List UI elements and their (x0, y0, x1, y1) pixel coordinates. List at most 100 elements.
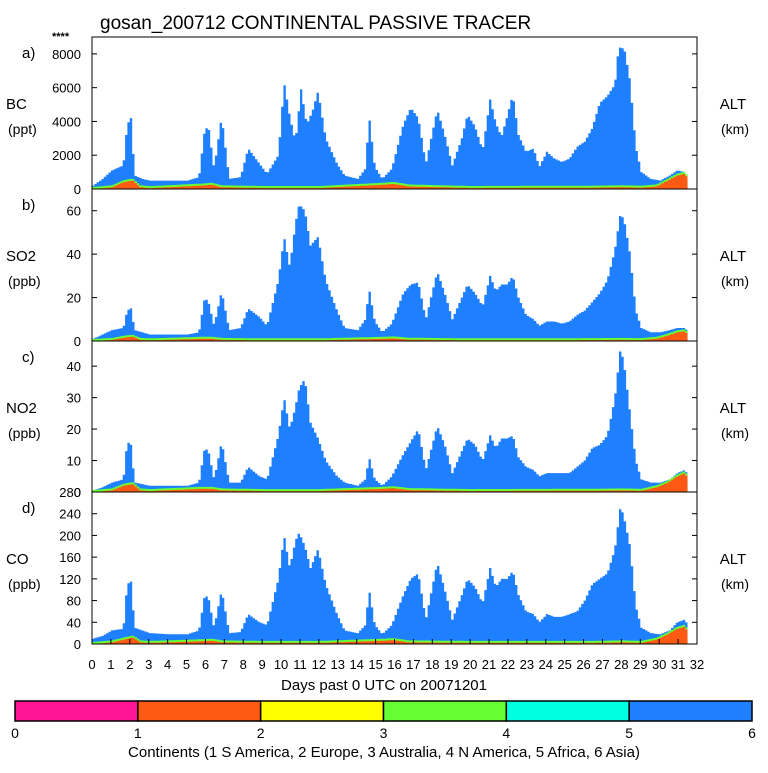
x-tick-label: 30 (652, 657, 666, 672)
y-tick-label: 20 (67, 291, 81, 306)
y-tick-label: 20 (67, 422, 81, 437)
y-tick-label: 4000 (52, 114, 81, 129)
x-tick-label: 25 (557, 657, 571, 672)
unit-label: (ppb) (8, 273, 41, 289)
panel-bc: 0 2000 4000 6000 8000 a) BC (ppt) ALT (km) (6, 36, 749, 197)
y-tick-label: 80 (67, 594, 81, 609)
corner-marks: **** (52, 31, 70, 43)
y-tick-label: 6000 (52, 81, 81, 96)
x-tick-label: 27 (595, 657, 609, 672)
x-tick-label: 9 (259, 657, 266, 672)
x-tick-label: 19 (444, 657, 458, 672)
y-tick-label: 2000 (52, 148, 81, 163)
panel-co: 0 40 80 120 160 200 240 280 d) CO (ppb) ALT (km) (6, 485, 749, 652)
colorbar-segment (628, 700, 753, 722)
x-axis: 0 1 2 3 4 5 6 7 8 9 10 11 12 13 14 15 16 17 18 19 20 21 22 23 24… (88, 639, 704, 672)
colorbar-tick-label: 1 (134, 725, 142, 741)
europe-series-bc (92, 174, 688, 189)
alt-label: ALT (720, 96, 746, 113)
y-tick-label: 40 (67, 359, 81, 374)
asia-series-co (92, 509, 688, 644)
colorbar-segment (382, 700, 508, 722)
x-tick-label: 20 (463, 657, 477, 672)
colorbar-segment (137, 700, 262, 722)
species-label: CO (6, 551, 29, 568)
colorbar-tick-label: 0 (11, 725, 19, 741)
y-tick-label: 40 (67, 615, 81, 630)
y-tick-label: 120 (59, 572, 81, 587)
x-tick-label: 6 (202, 657, 209, 672)
colorbar-tick-label: 4 (502, 725, 510, 741)
x-tick-label: 4 (164, 657, 171, 672)
europe-series-co (92, 626, 688, 644)
x-tick-label: 16 (387, 657, 401, 672)
n-america-series-co (92, 624, 688, 644)
x-tick-label: 5 (183, 657, 190, 672)
alt-unit-label: (km) (721, 576, 749, 592)
panel-label: b) (22, 197, 35, 214)
colorbar-segment (259, 700, 385, 722)
colorbar-segment (505, 700, 630, 722)
x-tick-label: 0 (88, 657, 95, 672)
x-tick-label: 31 (671, 657, 685, 672)
species-label: NO2 (6, 400, 37, 417)
colorbar-tick-label: 2 (257, 725, 265, 741)
x-tick-label: 23 (520, 657, 534, 672)
asia-series-no2 (92, 351, 688, 492)
panels-group: 02000400060008000a)BC(ppt)ALT(km)0204060… (6, 36, 749, 652)
y-tick-label: 0 (74, 637, 81, 652)
panel-so2: 0 20 40 60 b) SO2 (ppb) ALT (km) (6, 188, 749, 349)
y-tick-label: 160 (59, 550, 81, 565)
colorbar-segment (14, 700, 139, 722)
alt-label: ALT (720, 248, 746, 265)
x-tick-label: 24 (539, 657, 553, 672)
x-axis-label: Days past 0 UTC on 20071201 (281, 677, 487, 694)
x-tick-label: 8 (240, 657, 247, 672)
species-label: SO2 (6, 248, 36, 265)
alt-unit-label: (km) (721, 121, 749, 137)
x-tick-label: 26 (576, 657, 590, 672)
panel-label: c) (22, 349, 35, 366)
y-tick-label: 200 (59, 528, 81, 543)
x-tick-label: 3 (145, 657, 152, 672)
alt-unit-label: (km) (721, 273, 749, 289)
x-tick-label: 21 (482, 657, 496, 672)
x-tick-label: 2 (126, 657, 133, 672)
x-tick-label: 7 (221, 657, 228, 672)
x-tick-label: 14 (349, 657, 363, 672)
x-tick-label: 28 (614, 657, 628, 672)
y-tick-label: 8000 (52, 47, 81, 62)
colorbar-tick-label: 5 (625, 725, 633, 741)
panel-label: d) (22, 500, 35, 517)
unit-label: (ppb) (8, 425, 41, 441)
colorbar-tick-label: 3 (380, 725, 388, 741)
unit-label: (ppt) (8, 121, 37, 137)
n-america-series-so2 (92, 329, 688, 341)
alt-label: ALT (720, 400, 746, 417)
x-tick-label: 13 (331, 657, 345, 672)
asia-series-so2 (92, 206, 688, 341)
species-label: BC (6, 96, 27, 113)
unit-label: (ppb) (8, 576, 41, 592)
n-america-series-no2 (92, 471, 688, 492)
y-tick-label: 240 (59, 507, 81, 522)
colorbar-tick-label: 6 (748, 725, 756, 741)
y-tick-label: 30 (67, 391, 81, 406)
y-tick-label: 0 (74, 334, 81, 349)
x-tick-label: 18 (425, 657, 439, 672)
x-tick-label: 22 (501, 657, 515, 672)
chart-title: gosan_200712 CONTINENTAL PASSIVE TRACER (100, 13, 531, 34)
alt-label: ALT (720, 551, 746, 568)
x-tick-label: 11 (293, 657, 307, 672)
europe-series-so2 (92, 331, 688, 341)
y-tick-label: 0 (74, 182, 81, 197)
y-tick-label: 280 (59, 485, 81, 500)
y-tick-label: 0 (74, 485, 81, 500)
panel-label: a) (22, 45, 35, 62)
alt-unit-label: (km) (721, 425, 749, 441)
y-tick-label: 40 (67, 247, 81, 262)
x-tick-label: 1 (107, 657, 114, 672)
x-tick-label: 10 (274, 657, 288, 672)
